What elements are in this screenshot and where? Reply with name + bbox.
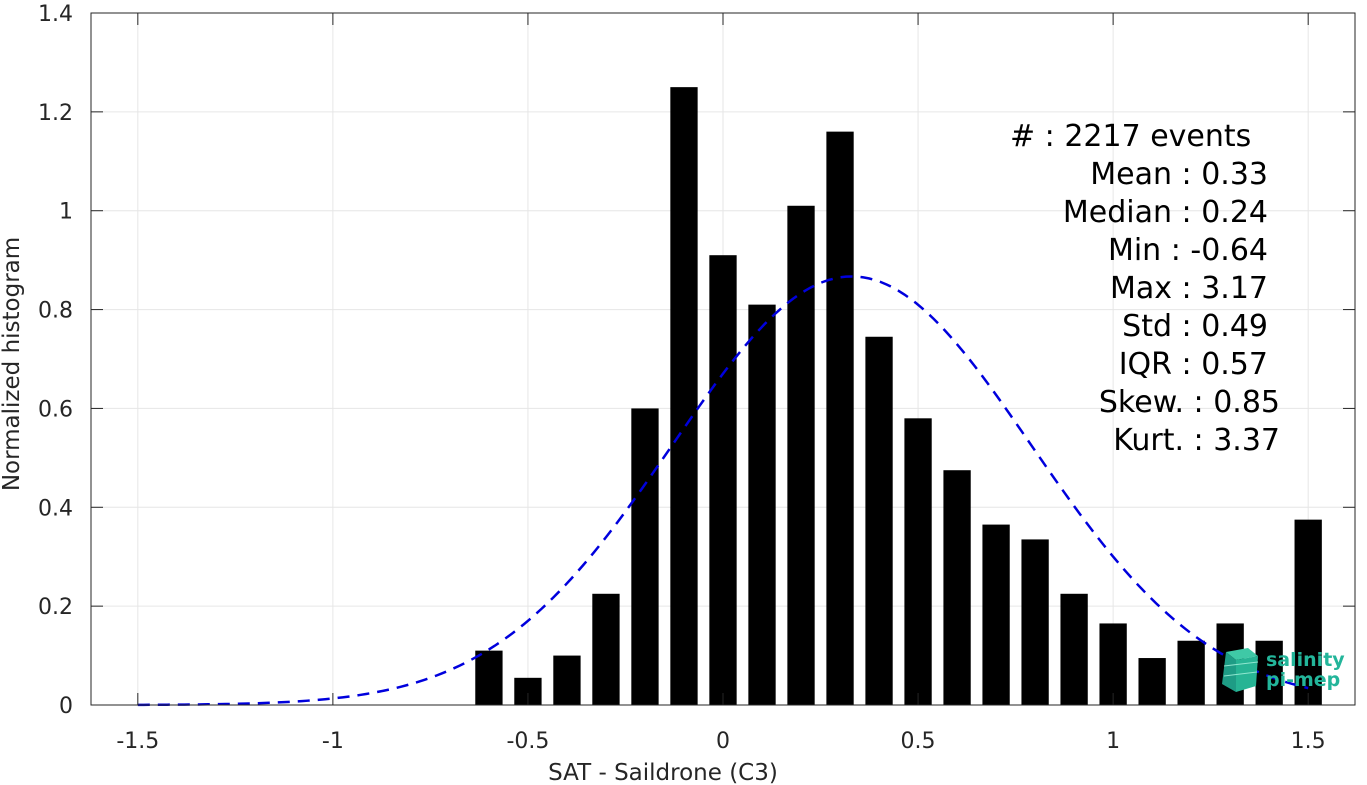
y-tick-label: 0.6 — [38, 397, 73, 422]
x-tick-label: 1.5 — [1291, 729, 1326, 754]
statistics-panel: # : 2217 events Mean : 0.33 Median : 0.2… — [960, 118, 1280, 460]
y-tick-label: 1 — [59, 200, 73, 225]
histogram-bar — [1294, 519, 1322, 705]
histogram-bar — [553, 655, 581, 705]
stat-std: Std : 0.49 — [1122, 309, 1268, 344]
logo-line-1: salinity — [1266, 649, 1345, 671]
x-axis-label: SAT - Saildrone (C3) — [548, 760, 778, 785]
histogram-bar — [670, 87, 698, 705]
histogram-bar — [982, 524, 1010, 705]
y-tick-label: 1.2 — [38, 101, 73, 126]
histogram-bar — [1177, 640, 1205, 705]
histogram-bar — [865, 336, 893, 705]
stat-min: Min : -0.64 — [1107, 233, 1268, 268]
stat-events: # : 2217 events — [1010, 119, 1252, 154]
histogram-bar — [1138, 658, 1166, 705]
logo-cube-icon — [1222, 648, 1259, 692]
x-tick-label: 0 — [716, 729, 730, 754]
histogram-bar — [1021, 539, 1049, 705]
histogram-bar — [1060, 593, 1088, 705]
stat-median: Median : 0.24 — [1062, 195, 1268, 230]
stat-kurt: Kurt. : 3.37 — [1113, 423, 1280, 458]
histogram-bar — [631, 408, 659, 705]
y-tick-label: 0.8 — [38, 299, 73, 324]
y-tick-label: 0.2 — [38, 595, 73, 620]
y-axis-label: Normalized histogram — [0, 237, 25, 491]
histogram-bar — [1255, 640, 1283, 705]
histogram-bar — [826, 131, 854, 706]
x-tick-label: 0.5 — [901, 729, 936, 754]
grid — [91, 12, 1355, 706]
logo-line-2: pi-mep — [1266, 669, 1341, 691]
stat-skew: Skew. : 0.85 — [1098, 385, 1280, 420]
stat-iqr: IQR : 0.57 — [1118, 347, 1268, 382]
y-tick-label: 0.4 — [38, 496, 73, 521]
axis-ticks: -1.5 -1 -0.5 0 0.5 1 1.5 0 0.2 0.4 0.6 0.8 1 1.2 1.4 — [38, 2, 1355, 754]
y-tick-label: 0 — [59, 694, 73, 719]
histogram-bar — [904, 418, 932, 705]
histogram-bar — [475, 650, 503, 705]
x-tick-label: -1.5 — [116, 729, 159, 754]
stat-max: Max : 3.17 — [1110, 271, 1268, 306]
histogram-bar — [1099, 623, 1127, 705]
x-tick-label: -1 — [322, 729, 344, 754]
histogram-bar — [709, 255, 737, 705]
x-tick-label: 1 — [1106, 729, 1120, 754]
histogram-bar — [943, 470, 971, 705]
x-tick-label: -0.5 — [506, 729, 549, 754]
histogram-bar — [592, 593, 620, 705]
histogram-bar — [748, 304, 776, 705]
histogram-bar — [787, 205, 815, 705]
y-tick-label: 1.4 — [38, 2, 73, 27]
salinity-pimep-logo: salinity pi-mep — [1218, 646, 1348, 696]
stat-mean: Mean : 0.33 — [1090, 157, 1268, 192]
gaussian-fit-curve — [137, 275, 1309, 707]
